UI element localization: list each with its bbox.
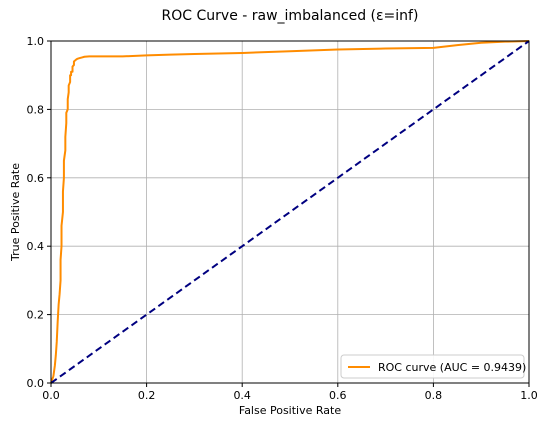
x-tick-label: 0.6 — [329, 389, 347, 402]
y-tick-label: 0.6 — [27, 172, 45, 185]
legend-label-roc: ROC curve (AUC = 0.9439) — [378, 361, 526, 374]
x-tick-label: 0.0 — [42, 389, 60, 402]
y-tick-label: 0.4 — [27, 240, 45, 253]
plot-series — [50, 40, 530, 384]
x-tick-label: 0.2 — [138, 389, 156, 402]
y-axis-ticks: 0.0 0.2 0.4 0.6 0.8 1.0 — [27, 35, 51, 390]
x-axis-label: False Positive Rate — [239, 404, 341, 417]
y-tick-label: 0.0 — [27, 377, 45, 390]
x-tick-label: 0.4 — [233, 389, 251, 402]
legend: ROC curve (AUC = 0.9439) — [340, 354, 526, 379]
y-tick-label: 0.2 — [27, 309, 45, 322]
diagonal-reference-line — [50, 40, 530, 384]
plot-frame — [50, 40, 530, 384]
x-tick-label: 1.0 — [520, 389, 538, 402]
legend-box — [340, 354, 525, 379]
x-tick-label: 0.8 — [425, 389, 443, 402]
y-tick-label: 0.8 — [27, 103, 45, 116]
y-axis-label: True Positive Rate — [9, 163, 22, 262]
y-tick-label: 1.0 — [27, 35, 45, 48]
x-axis-ticks: 0.0 0.2 0.4 0.6 0.8 1.0 — [42, 383, 538, 402]
roc-curve-line — [50, 40, 530, 384]
chart-title: ROC Curve - raw_imbalanced (ε=inf) — [162, 8, 419, 24]
